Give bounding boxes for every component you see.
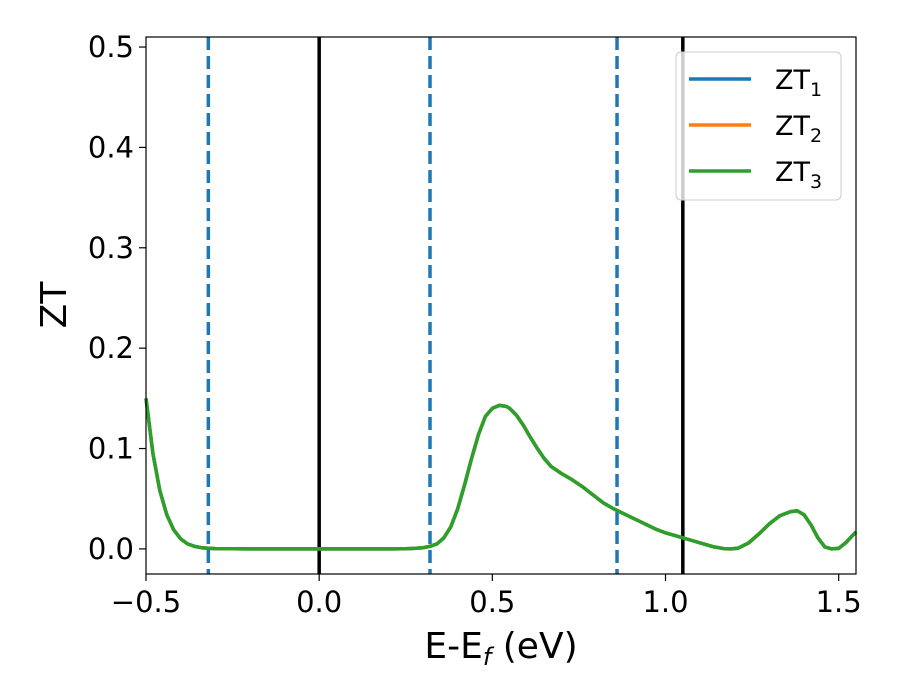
x-tick-label: 1.5	[816, 585, 862, 619]
y-axis-ticks: 0.0 0.1 0.2 0.3 0.4 0.5	[88, 30, 146, 566]
series-line-2	[144, 398, 858, 551]
y-tick-label: 0.4	[88, 130, 134, 164]
series-lines	[144, 398, 858, 551]
plot-frame	[145, 36, 857, 575]
legend: ZT1 ZT2 ZT3	[675, 51, 842, 201]
x-tick-label: 1.0	[642, 585, 688, 619]
x-axis-label: E-Ef (eV)	[424, 626, 577, 671]
y-tick-label: 0.0	[88, 532, 134, 566]
y-tick-label: 0.5	[88, 30, 134, 64]
legend-label-2: ZT2	[775, 111, 822, 147]
y-tick-label: 0.2	[88, 331, 134, 365]
vertical-reference-lines	[206, 37, 685, 574]
x-tick-label: 0.5	[469, 585, 515, 619]
legend-label-1: ZT1	[775, 65, 822, 101]
legend-label-3: ZT3	[775, 157, 822, 193]
y-tick-label: 0.1	[88, 432, 134, 466]
y-tick-label: 0.3	[88, 231, 134, 265]
series-line-1	[144, 398, 858, 551]
x-tick-label: −0.5	[111, 585, 181, 619]
x-tick-label: 0.0	[296, 585, 342, 619]
legend-box	[675, 51, 842, 201]
series-line-3	[144, 398, 858, 551]
x-axis-ticks: −0.5 0.0 0.5 1.0 1.5	[111, 574, 862, 619]
y-axis-label: ZT	[34, 281, 75, 329]
